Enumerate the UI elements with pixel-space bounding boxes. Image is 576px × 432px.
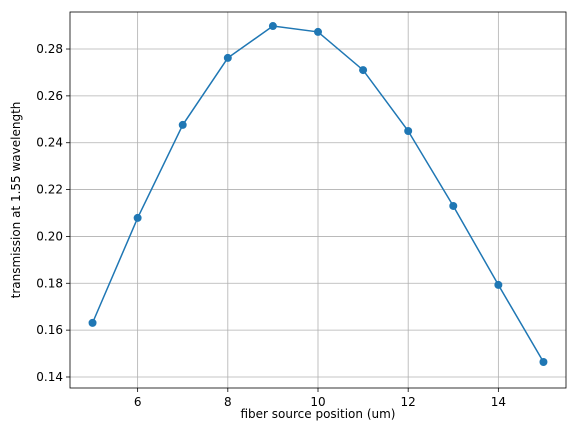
data-point (404, 127, 413, 136)
plot-frame (69, 11, 567, 389)
x-tick-label: 8 (224, 395, 232, 409)
x-tick-label: 14 (491, 395, 506, 409)
data-point (449, 201, 458, 210)
x-axis-label: fiber source position (um) (241, 407, 396, 421)
data-point (359, 66, 368, 75)
data-point (223, 53, 232, 62)
data-point (314, 27, 322, 36)
data-point (268, 22, 277, 31)
data-point (539, 357, 548, 366)
x-tick-label: 6 (134, 395, 142, 409)
data-point (494, 280, 503, 289)
y-tick-label: 0.22 (36, 183, 63, 197)
y-tick-label: 0.26 (36, 89, 63, 103)
data-point (133, 213, 142, 222)
y-tick-label: 0.24 (36, 136, 63, 150)
y-tick-label: 0.28 (36, 42, 63, 56)
y-axis-label: transmission at 1.55 wavelength (9, 102, 23, 299)
data-point (88, 318, 97, 327)
x-tick-label: 12 (401, 395, 416, 409)
y-tick-label: 0.18 (36, 276, 63, 290)
x-tick-label: 10 (310, 395, 325, 409)
y-tick-label: 0.16 (36, 323, 63, 337)
data-point (178, 120, 187, 129)
y-tick-label: 0.20 (36, 229, 63, 243)
y-tick-label: 0.14 (36, 370, 63, 384)
